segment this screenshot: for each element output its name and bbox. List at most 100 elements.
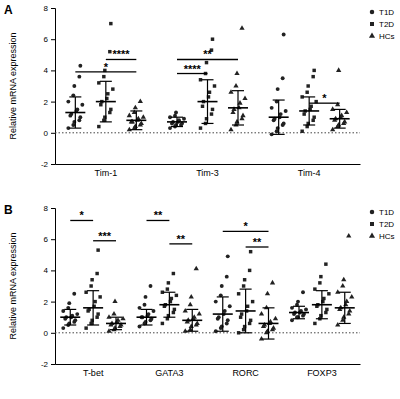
- point: [243, 278, 246, 281]
- legend-label: T2D: [379, 20, 394, 29]
- tick-mark: [51, 164, 55, 165]
- error-cap: [334, 109, 346, 110]
- point: [173, 308, 176, 311]
- legend-label: T1D: [379, 8, 394, 17]
- mean-line: [213, 313, 233, 315]
- point: [61, 326, 65, 330]
- legend-symbol: [370, 210, 375, 215]
- point: [120, 316, 125, 321]
- error-cap: [130, 110, 142, 111]
- point: [271, 325, 276, 330]
- tick: 8: [44, 4, 55, 13]
- tick: FOXP3: [307, 364, 337, 378]
- tick-mark: [51, 39, 55, 40]
- error-bar: [137, 309, 157, 325]
- point: [197, 311, 202, 316]
- error-cap: [303, 124, 315, 125]
- point: [211, 37, 214, 40]
- tick-label: 2: [44, 298, 49, 307]
- error-cap: [87, 324, 99, 325]
- point: [335, 289, 340, 294]
- point: [312, 115, 315, 118]
- point: [327, 292, 330, 295]
- error-cap: [110, 317, 122, 318]
- point: [72, 292, 76, 296]
- point: [133, 105, 138, 110]
- error-cap: [100, 81, 112, 82]
- mean-line: [167, 121, 187, 123]
- tick-label: 8: [44, 204, 49, 213]
- plot-area: [55, 22, 360, 136]
- point: [340, 283, 345, 288]
- x-axis: Tim-1Tim-3Tim-4: [56, 164, 361, 178]
- point: [77, 75, 81, 79]
- point: [319, 275, 322, 278]
- error-cap: [339, 323, 351, 324]
- point: [95, 315, 98, 318]
- error-cap: [240, 289, 252, 290]
- panel-label: B: [4, 203, 13, 217]
- point: [270, 106, 274, 110]
- point: [97, 125, 100, 128]
- legend-symbol: [370, 10, 375, 15]
- legend-symbol: [369, 232, 375, 237]
- point: [111, 87, 114, 90]
- error-cap: [339, 292, 351, 293]
- mean-line: [159, 304, 179, 306]
- point: [84, 326, 87, 329]
- mean-line: [335, 307, 355, 309]
- point: [279, 112, 283, 116]
- point: [341, 277, 346, 282]
- legend-label: T1D: [379, 208, 394, 217]
- axis-line: [51, 9, 56, 165]
- error-cap: [334, 128, 346, 129]
- point: [183, 328, 188, 333]
- point: [208, 91, 211, 94]
- error-cap: [232, 90, 244, 91]
- point: [228, 127, 233, 132]
- tick-label: 4: [44, 66, 49, 75]
- tick: Tim-1: [94, 164, 117, 178]
- tick: 6: [44, 235, 55, 244]
- point: [311, 119, 314, 122]
- point: [183, 308, 188, 313]
- point: [96, 248, 99, 251]
- tick: 6: [44, 35, 55, 44]
- point: [66, 100, 70, 104]
- plot-area: [55, 233, 360, 341]
- point: [265, 328, 270, 333]
- point: [237, 292, 240, 295]
- point: [220, 284, 224, 288]
- tick: GATA3: [155, 364, 183, 378]
- tick: 4: [44, 266, 55, 275]
- error-cap: [273, 99, 285, 100]
- point: [138, 99, 143, 104]
- tick: -2: [41, 360, 55, 369]
- point: [341, 314, 346, 319]
- legend: T1DT2DHCs: [369, 208, 395, 241]
- point: [166, 287, 169, 290]
- point: [228, 89, 233, 94]
- point: [109, 22, 112, 25]
- tick: 0: [44, 129, 55, 138]
- tick-label: Tim-3: [196, 168, 219, 178]
- point: [346, 233, 351, 238]
- mean-line: [126, 120, 146, 122]
- legend-label: T2D: [379, 220, 394, 229]
- point: [127, 113, 132, 118]
- error-cap: [263, 338, 275, 339]
- point: [149, 284, 153, 288]
- mean-line: [269, 116, 289, 118]
- point: [98, 295, 101, 298]
- point: [95, 272, 98, 275]
- tick-mark: [51, 333, 55, 334]
- y-axis: -202468: [41, 204, 56, 369]
- tick-mark: [51, 364, 55, 365]
- axis-line: [56, 164, 361, 165]
- x-axis: T-betGATA3RORCFOXP3: [56, 364, 361, 378]
- significance-label: ****: [113, 48, 131, 60]
- point: [90, 278, 93, 281]
- point: [242, 328, 245, 331]
- mean-line: [106, 323, 126, 325]
- point: [78, 64, 82, 68]
